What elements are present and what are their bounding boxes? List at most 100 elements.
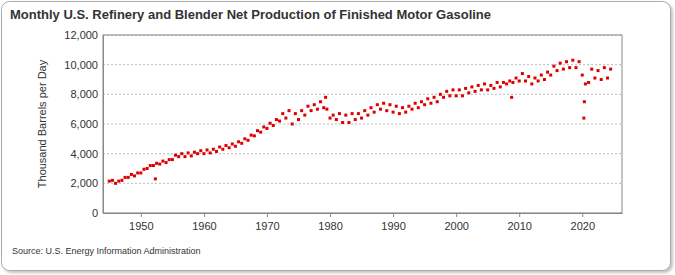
- data-point: [324, 96, 327, 99]
- x-tick-mark: [582, 213, 583, 217]
- data-point: [370, 106, 373, 109]
- x-tick-label: 2010: [507, 220, 531, 232]
- data-point: [600, 78, 603, 81]
- data-point: [606, 77, 609, 80]
- data-point: [259, 131, 262, 134]
- data-point: [565, 60, 568, 63]
- x-tick: 2000: [444, 213, 468, 232]
- data-point: [215, 150, 218, 153]
- data-point: [127, 176, 130, 179]
- grid-line: [103, 64, 622, 65]
- x-tick: 1990: [381, 213, 405, 232]
- data-point: [395, 105, 398, 108]
- x-axis: 19501960197019801990200020102020: [104, 213, 623, 232]
- data-point: [571, 59, 574, 62]
- data-point: [294, 112, 297, 115]
- data-point: [407, 105, 410, 108]
- data-point: [366, 114, 369, 117]
- data-point: [108, 180, 111, 183]
- data-point: [499, 85, 502, 88]
- data-point: [265, 127, 268, 130]
- data-point: [209, 151, 212, 154]
- data-point: [448, 94, 451, 97]
- data-point: [537, 79, 540, 82]
- y-tick-label: 8,000: [70, 88, 98, 100]
- data-point: [183, 155, 186, 158]
- data-point: [414, 102, 417, 105]
- grid-line: [103, 183, 622, 184]
- data-point: [253, 134, 256, 137]
- y-axis-line: [103, 36, 104, 214]
- data-point: [582, 117, 585, 120]
- data-point: [417, 106, 420, 109]
- data-point: [322, 106, 325, 109]
- data-point: [218, 145, 221, 148]
- grid: [103, 35, 622, 213]
- data-point: [583, 100, 586, 103]
- data-point: [455, 94, 458, 97]
- data-point: [338, 112, 341, 115]
- data-point: [275, 118, 278, 121]
- data-point: [344, 114, 347, 117]
- x-tick-mark: [267, 213, 268, 217]
- data-point: [221, 148, 224, 151]
- data-point: [177, 155, 180, 158]
- data-point: [363, 109, 366, 112]
- data-point: [423, 103, 426, 106]
- data-point: [379, 108, 382, 111]
- data-point: [574, 66, 577, 69]
- data-point: [593, 77, 596, 80]
- y-tick: 2,000: [70, 177, 103, 189]
- data-point: [445, 90, 448, 93]
- y-tick-label: 10,000: [64, 59, 98, 71]
- data-point: [530, 82, 533, 85]
- x-tick-mark: [204, 213, 205, 217]
- data-point: [291, 123, 294, 126]
- data-point: [206, 148, 209, 151]
- background-frame: [2, 2, 671, 271]
- data-point: [467, 91, 470, 94]
- data-point: [442, 96, 445, 99]
- data-point: [120, 179, 123, 182]
- x-tick-label: 1990: [381, 220, 405, 232]
- x-tick-mark: [393, 213, 394, 217]
- data-point: [439, 93, 442, 96]
- x-tick-mark: [519, 213, 520, 217]
- data-point: [284, 117, 287, 120]
- data-point: [505, 82, 508, 85]
- data-point: [310, 109, 313, 112]
- x-tick: 2020: [571, 213, 595, 232]
- data-point: [549, 74, 552, 77]
- data-point: [429, 102, 432, 105]
- data-point: [149, 164, 152, 167]
- data-point: [392, 111, 395, 114]
- data-point: [193, 151, 196, 154]
- data-point: [489, 84, 492, 87]
- data-point: [581, 74, 584, 77]
- data-point: [316, 108, 319, 111]
- y-axis-title: Thousand Barrels per Day: [36, 59, 48, 188]
- data-point: [502, 81, 505, 84]
- data-point: [146, 167, 149, 170]
- data-point: [508, 79, 511, 82]
- data-point: [357, 112, 360, 115]
- data-point: [511, 81, 514, 84]
- y-tick-label: 2,000: [70, 177, 98, 189]
- data-point: [401, 106, 404, 109]
- data-point: [228, 146, 231, 149]
- data-point: [161, 160, 164, 163]
- x-tick-mark: [141, 213, 142, 217]
- y-tick-label: 12,000: [64, 29, 98, 41]
- data-point: [117, 180, 120, 183]
- data-point: [562, 68, 565, 71]
- data-point: [515, 77, 518, 80]
- data-point: [174, 154, 177, 157]
- data-point: [373, 111, 376, 114]
- data-point: [486, 88, 489, 91]
- data-point: [300, 109, 303, 112]
- data-point: [436, 100, 439, 103]
- x-tick-mark: [456, 213, 457, 217]
- data-point: [234, 145, 237, 148]
- data-point: [240, 142, 243, 145]
- data-point: [111, 179, 114, 182]
